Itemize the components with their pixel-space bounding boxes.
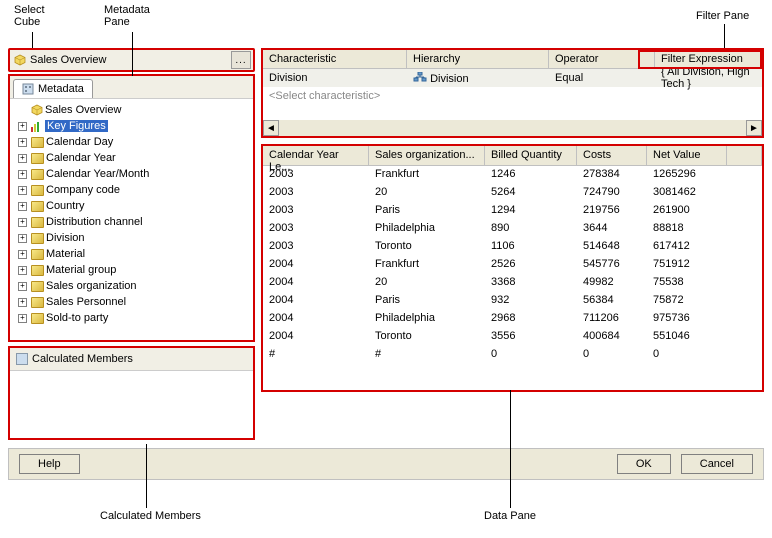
dimension-icon: [31, 297, 44, 308]
data-header-billed[interactable]: Billed Quantity: [485, 146, 577, 165]
scroll-right-button[interactable]: ►: [746, 120, 762, 136]
tree-item-dimension[interactable]: +Division: [14, 230, 249, 246]
metadata-tab-label: Metadata: [38, 83, 84, 95]
tree-item-dimension[interactable]: +Sales organization: [14, 278, 249, 294]
selected-cube-label: Sales Overview: [12, 54, 231, 66]
tree-item-dimension[interactable]: +Company code: [14, 182, 249, 198]
filter-cell-characteristic: Division: [263, 70, 407, 86]
button-bar: Help OK Cancel: [8, 448, 764, 480]
expand-icon[interactable]: +: [18, 154, 27, 163]
tree-item-dimension[interactable]: +Material: [14, 246, 249, 262]
dimension-icon: [31, 265, 44, 276]
table-row[interactable]: 2003Toronto1106514648617412: [263, 238, 762, 256]
tree-item-dimension[interactable]: +Sold-to party: [14, 310, 249, 326]
dimension-icon: [31, 153, 44, 164]
expand-icon[interactable]: +: [18, 314, 27, 323]
tree-item-dimension[interactable]: +Distribution channel: [14, 214, 249, 230]
dimension-icon: [31, 217, 44, 228]
expand-icon[interactable]: +: [18, 218, 27, 227]
tree-item-dimension[interactable]: +Sales Personnel: [14, 294, 249, 310]
filter-header-hierarchy[interactable]: Hierarchy: [407, 50, 549, 68]
tree-item-dimension[interactable]: +Country: [14, 198, 249, 214]
expand-icon[interactable]: +: [18, 186, 27, 195]
table-row[interactable]: 2003Philadelphia890364488818: [263, 220, 762, 238]
expand-icon[interactable]: +: [18, 266, 27, 275]
metadata-tab-icon: [22, 83, 34, 95]
expand-icon[interactable]: +: [18, 282, 27, 291]
filter-cell-operator: Equal: [549, 70, 655, 86]
filter-placeholder: <Select characteristic>: [263, 88, 407, 104]
expand-icon[interactable]: +: [18, 202, 27, 211]
filter-header-characteristic[interactable]: Characteristic: [263, 50, 407, 68]
annotation-select-cube: Select Cube: [14, 4, 45, 28]
hierarchy-icon: [413, 72, 427, 82]
tree-item-dimension[interactable]: +Calendar Year/Month: [14, 166, 249, 182]
data-header-salesorg[interactable]: Sales organization...: [369, 146, 485, 165]
measure-icon: [31, 120, 43, 132]
table-row[interactable]: 2004Frankfurt2526545776751912: [263, 256, 762, 274]
expand-icon[interactable]: +: [18, 298, 27, 307]
expand-icon[interactable]: +: [18, 170, 27, 179]
calculated-members-body: [10, 370, 253, 438]
table-row[interactable]: 2003Paris1294219756261900: [263, 202, 762, 220]
calculated-members-title: Calculated Members: [32, 353, 133, 365]
annotation-calc-members: Calculated Members: [100, 510, 201, 522]
expand-icon[interactable]: +: [18, 138, 27, 147]
dimension-icon: [31, 233, 44, 244]
tree-item-dimension[interactable]: +Calendar Year: [14, 150, 249, 166]
tree-item-key-figures[interactable]: +Key Figures: [14, 118, 249, 134]
dimension-icon: [31, 169, 44, 180]
filter-cell-hierarchy: Division: [407, 70, 549, 87]
dimension-icon: [31, 185, 44, 196]
tree-root[interactable]: Sales Overview: [14, 102, 249, 118]
selected-cube-text: Sales Overview: [30, 54, 106, 66]
data-pane: Calendar Year Le... Sales organization..…: [261, 144, 764, 392]
filter-row[interactable]: Division Division Equal { All Division, …: [263, 69, 762, 87]
filter-placeholder-row[interactable]: <Select characteristic>: [263, 87, 762, 105]
filter-pane: Characteristic Hierarchy Operator Filter…: [261, 48, 764, 138]
dimension-icon: [31, 281, 44, 292]
annotation-data-pane: Data Pane: [484, 510, 536, 522]
filter-header-operator[interactable]: Operator: [549, 50, 655, 68]
metadata-tree: Sales Overview+Key Figures+Calendar Day+…: [10, 98, 253, 340]
expand-icon[interactable]: +: [18, 234, 27, 243]
calculated-members-pane: Calculated Members: [8, 346, 255, 440]
table-row[interactable]: ##000: [263, 346, 762, 364]
cube-icon: [31, 104, 43, 116]
help-button[interactable]: Help: [19, 454, 80, 474]
expand-icon[interactable]: +: [18, 122, 27, 131]
annotation-metadata-pane: Metadata Pane: [104, 4, 150, 28]
calc-icon: [16, 353, 28, 365]
table-row[interactable]: 2004Philadelphia2968711206975736: [263, 310, 762, 328]
data-header-costs[interactable]: Costs: [577, 146, 647, 165]
ok-button[interactable]: OK: [617, 454, 671, 474]
table-row[interactable]: 2004Paris9325638475872: [263, 292, 762, 310]
table-row[interactable]: 20042033684998275538: [263, 274, 762, 292]
filter-scrollbar: ◄ ►: [263, 120, 762, 136]
dimension-icon: [31, 137, 44, 148]
tree-item-dimension[interactable]: +Material group: [14, 262, 249, 278]
dimension-icon: [31, 249, 44, 260]
tree-item-dimension[interactable]: +Calendar Day: [14, 134, 249, 150]
annotation-filter-pane: Filter Pane: [696, 10, 749, 22]
scroll-left-button[interactable]: ◄: [263, 120, 279, 136]
tab-metadata[interactable]: Metadata: [13, 79, 93, 98]
select-cube-button[interactable]: ...: [231, 51, 251, 69]
cancel-button[interactable]: Cancel: [681, 454, 753, 474]
data-header-netvalue[interactable]: Net Value: [647, 146, 727, 165]
table-row[interactable]: 2003Frankfurt12462783841265296: [263, 166, 762, 184]
expand-icon[interactable]: +: [18, 250, 27, 259]
data-header-year[interactable]: Calendar Year Le...: [263, 146, 369, 165]
table-row[interactable]: 2004Toronto3556400684551046: [263, 328, 762, 346]
cube-icon: [14, 54, 26, 66]
table-row[interactable]: 20032052647247903081462: [263, 184, 762, 202]
dimension-icon: [31, 313, 44, 324]
dimension-icon: [31, 201, 44, 212]
metadata-pane: Metadata Sales Overview+Key Figures+Cale…: [8, 74, 255, 342]
